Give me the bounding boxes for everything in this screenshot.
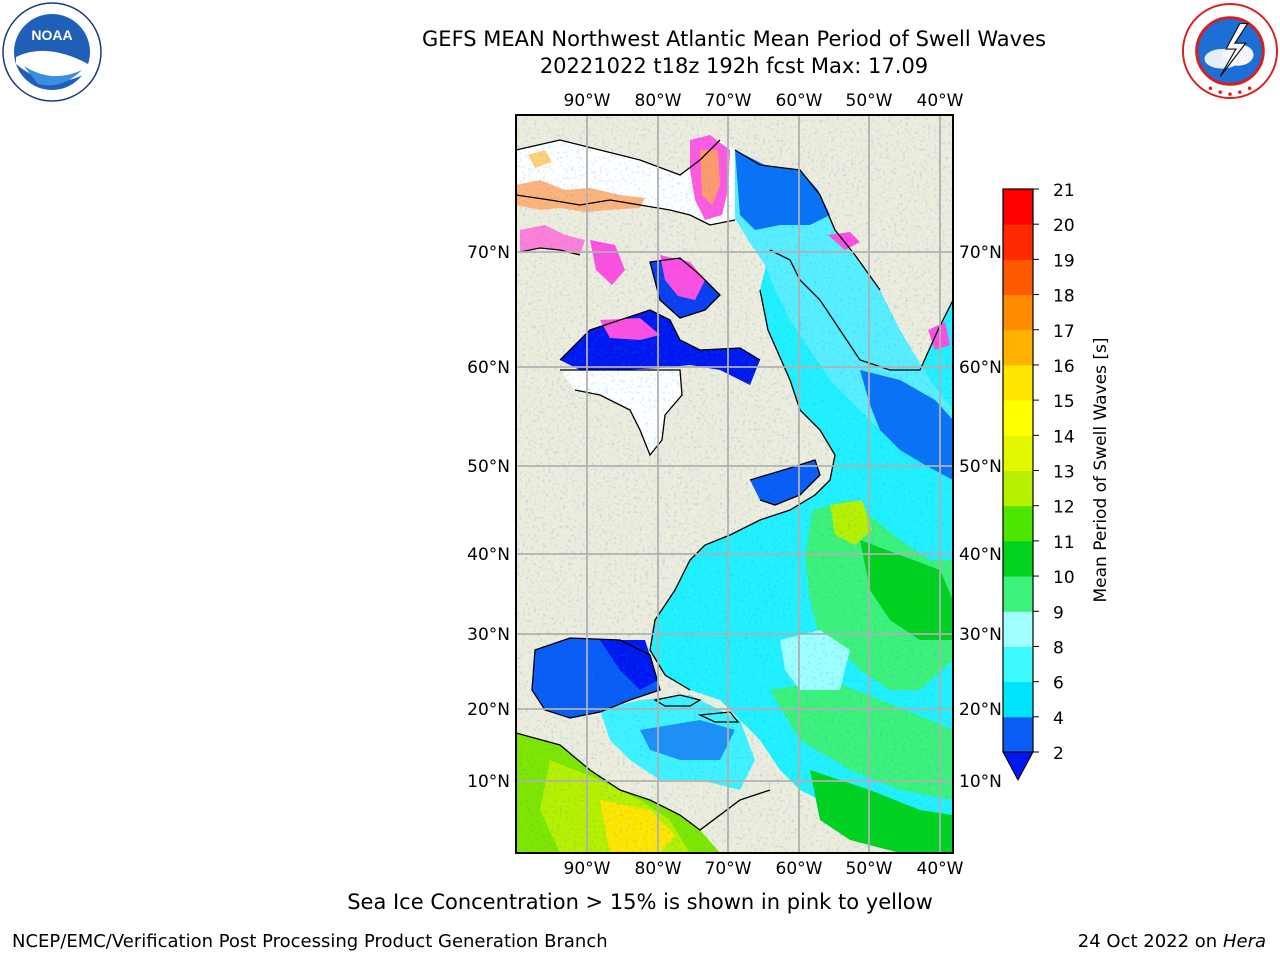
lon-label-bottom: 40°W bbox=[917, 859, 964, 879]
colorbar-swatch bbox=[1003, 259, 1033, 296]
colorbar-tick-label: 11 bbox=[1053, 533, 1075, 553]
colorbar-tick-label: 10 bbox=[1053, 568, 1075, 588]
map-frame bbox=[515, 114, 954, 854]
lon-label-top: 90°W bbox=[564, 91, 611, 111]
lon-label-bottom: 90°W bbox=[564, 859, 611, 879]
colorbar-tick-label: 18 bbox=[1053, 287, 1075, 307]
lat-label-right: 40°N bbox=[959, 545, 1002, 565]
colorbar-label: Mean Period of Swell Waves [s] bbox=[1091, 338, 1111, 603]
noaa-logo-text: NOAA bbox=[31, 27, 72, 43]
credit-text: NCEP/EMC/Verification Post Processing Pr… bbox=[12, 931, 608, 952]
colorbar-swatch bbox=[1003, 400, 1033, 436]
colorbar-swatch bbox=[1003, 189, 1033, 225]
colorbar-swatch bbox=[1003, 224, 1033, 260]
lat-label-left: 40°N bbox=[467, 545, 510, 565]
lon-label-top: 80°W bbox=[635, 91, 682, 111]
colorbar-tick-label: 21 bbox=[1053, 181, 1075, 201]
colorbar-tick-label: 15 bbox=[1053, 392, 1075, 412]
colorbar-tick-label: 17 bbox=[1053, 322, 1075, 342]
colorbar-tick-label: 2 bbox=[1053, 744, 1064, 764]
sea-ice-note: Sea Ice Concentration > 15% is shown in … bbox=[347, 890, 933, 914]
nws-logo-icon bbox=[1181, 2, 1279, 100]
lat-label-left: 30°N bbox=[467, 625, 510, 645]
colorbar-tick-label: 19 bbox=[1053, 251, 1075, 271]
graticule bbox=[516, 115, 953, 853]
colorbar-swatch bbox=[1003, 646, 1033, 683]
colorbar-swatch bbox=[1003, 329, 1033, 366]
colorbar-tick-label: 12 bbox=[1053, 498, 1075, 518]
lat-label-left: 10°N bbox=[467, 772, 510, 792]
colorbar-swatch bbox=[1003, 435, 1033, 471]
noaa-logo-icon: NOAA bbox=[2, 2, 102, 102]
colorbar-tick-label: 4 bbox=[1053, 709, 1064, 729]
colorbar-swatch bbox=[1003, 505, 1033, 542]
lat-label-right: 50°N bbox=[959, 457, 1002, 477]
lon-label-bottom: 80°W bbox=[635, 859, 682, 879]
colorbar: 2 4 6 8 9 10 11 12 13 14 15 16 17 18 19 20 21 bbox=[1002, 181, 1075, 782]
lat-label-left: 70°N bbox=[467, 243, 510, 263]
longitude-labels-top: 90°W 80°W 70°W 60°W 50°W 40°W bbox=[564, 91, 964, 111]
lon-label-bottom: 60°W bbox=[776, 859, 823, 879]
colorbar-swatch bbox=[1003, 716, 1033, 753]
lon-label-bottom: 50°W bbox=[846, 859, 893, 879]
date-value: 24 Oct 2022 on bbox=[1077, 931, 1218, 952]
lat-label-left: 50°N bbox=[467, 457, 510, 477]
colorbar-tick-label: 14 bbox=[1053, 427, 1075, 447]
colorbar-tick-label: 8 bbox=[1053, 638, 1064, 658]
lat-label-right: 30°N bbox=[959, 625, 1002, 645]
lon-label-top: 50°W bbox=[846, 91, 893, 111]
longitude-labels-bottom: 90°W 80°W 70°W 60°W 50°W 40°W bbox=[564, 859, 964, 879]
colorbar-swatch bbox=[1003, 611, 1033, 647]
date-text: 24 Oct 2022 on Hera bbox=[1078, 931, 1266, 952]
lat-label-right: 70°N bbox=[959, 243, 1002, 263]
colorbar-tick-label: 20 bbox=[1053, 216, 1075, 236]
colorbar-under-arrow bbox=[1002, 751, 1034, 782]
swell-period-field bbox=[516, 115, 953, 853]
lat-label-left: 20°N bbox=[467, 700, 510, 720]
chart-title: GEFS MEAN Northwest Atlantic Mean Period… bbox=[422, 27, 1046, 51]
colorbar-swatch bbox=[1003, 681, 1033, 718]
lon-label-top: 40°W bbox=[917, 91, 964, 111]
lat-label-right: 20°N bbox=[959, 700, 1002, 720]
colorbar-swatch bbox=[1003, 576, 1033, 612]
colorbar-tick-label: 9 bbox=[1053, 603, 1064, 623]
colorbar-swatch bbox=[1003, 364, 1033, 401]
lon-label-top: 70°W bbox=[705, 91, 752, 111]
lon-label-bottom: 70°W bbox=[705, 859, 752, 879]
coastlines bbox=[516, 139, 953, 831]
colorbar-swatch bbox=[1003, 294, 1033, 331]
lat-label-left: 60°N bbox=[467, 358, 510, 378]
map-area bbox=[516, 115, 953, 853]
colorbar-tick-label: 13 bbox=[1053, 463, 1075, 483]
colorbar-tick-label: 16 bbox=[1053, 357, 1075, 377]
colorbar-tick-label: 6 bbox=[1053, 674, 1064, 694]
chart-subtitle: 20221022 t18z 192h fcst Max: 17.09 bbox=[539, 54, 929, 78]
colorbar-swatch bbox=[1003, 470, 1033, 507]
latitude-labels-right: 70°N 60°N 50°N 40°N 30°N 20°N 10°N bbox=[959, 243, 1002, 792]
colorbar-swatch bbox=[1003, 540, 1033, 577]
lat-label-right: 10°N bbox=[959, 772, 1002, 792]
machine-name: Hera bbox=[1222, 931, 1266, 952]
latitude-labels-left: 70°N 60°N 50°N 40°N 30°N 20°N 10°N bbox=[467, 243, 510, 792]
lat-label-right: 60°N bbox=[959, 358, 1002, 378]
lon-label-top: 60°W bbox=[776, 91, 823, 111]
